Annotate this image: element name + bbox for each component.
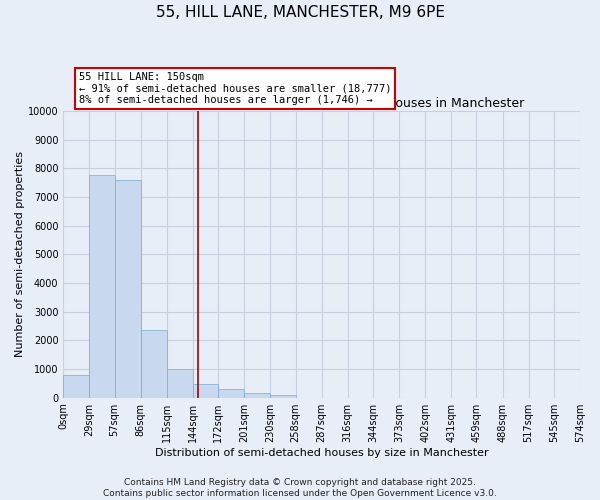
Text: 55 HILL LANE: 150sqm
← 91% of semi-detached houses are smaller (18,777)
8% of se: 55 HILL LANE: 150sqm ← 91% of semi-detac…	[79, 72, 391, 105]
Text: Contains HM Land Registry data © Crown copyright and database right 2025.
Contai: Contains HM Land Registry data © Crown c…	[103, 478, 497, 498]
Y-axis label: Number of semi-detached properties: Number of semi-detached properties	[15, 152, 25, 358]
Bar	[193, 384, 218, 398]
Bar	[167, 369, 193, 398]
Bar	[140, 330, 167, 398]
Bar	[115, 180, 140, 398]
Bar	[271, 395, 296, 398]
Bar	[63, 375, 89, 398]
Title: Size of property relative to semi-detached houses in Manchester: Size of property relative to semi-detach…	[119, 96, 524, 110]
X-axis label: Distribution of semi-detached houses by size in Manchester: Distribution of semi-detached houses by …	[155, 448, 488, 458]
Text: 55, HILL LANE, MANCHESTER, M9 6PE: 55, HILL LANE, MANCHESTER, M9 6PE	[155, 5, 445, 20]
Bar	[89, 176, 115, 398]
Bar	[244, 394, 271, 398]
Bar	[218, 390, 244, 398]
